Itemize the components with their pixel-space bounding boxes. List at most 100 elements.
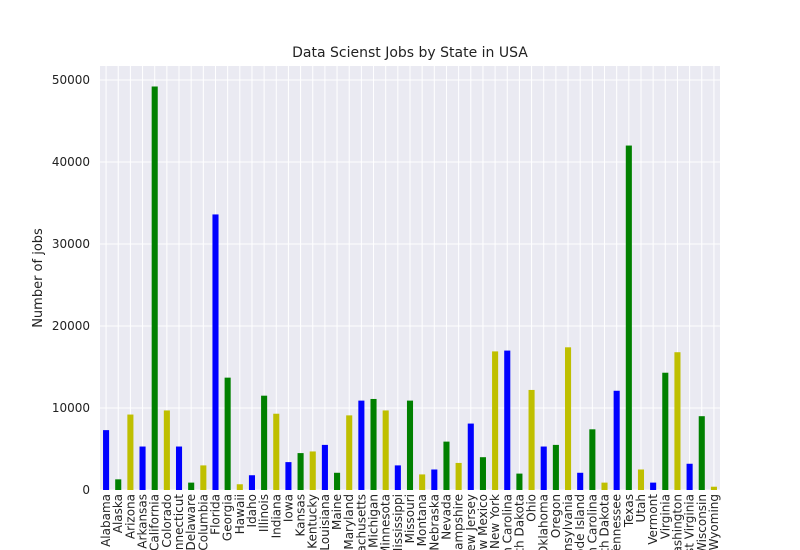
bar — [516, 473, 523, 490]
x-tick-label: Oklahoma — [537, 494, 551, 550]
bar — [528, 389, 535, 490]
x-tick-label: Tennessee — [610, 494, 624, 550]
chart-title: Data Scienst Jobs by State in USA — [292, 45, 528, 61]
x-tick-label: Connecticut — [172, 494, 186, 550]
bar — [540, 446, 547, 490]
bar — [115, 479, 122, 490]
bar — [565, 347, 572, 490]
bar — [370, 398, 377, 490]
y-tick-label: 0 — [82, 483, 90, 497]
bar — [309, 451, 316, 490]
x-tick-label: Vermont — [646, 494, 660, 545]
y-axis-label: Number of jobs — [31, 228, 46, 328]
bar — [151, 86, 158, 490]
x-tick-label: North Dakota — [512, 494, 526, 550]
x-tick-label: Maine — [330, 494, 344, 530]
x-tick-label: Kentucky — [306, 494, 320, 549]
bar — [613, 390, 620, 490]
bar — [212, 214, 219, 490]
x-tick-label: Delaware — [184, 494, 198, 550]
x-tick-label: Virginia — [658, 494, 672, 539]
y-tick-label: 30000 — [52, 237, 90, 251]
bar — [297, 453, 304, 490]
bar — [650, 482, 657, 490]
bar — [346, 415, 353, 490]
x-tick-label: New Hampshire — [452, 494, 466, 550]
x-tick-label: Nevada — [439, 494, 453, 540]
x-tick-label: Illinois — [257, 494, 271, 532]
bar — [455, 462, 462, 490]
bar — [382, 410, 389, 490]
bar — [601, 482, 608, 490]
bar — [589, 429, 596, 490]
bar — [492, 351, 499, 490]
x-tick-label: North Carolina — [500, 494, 514, 550]
bar — [236, 484, 243, 490]
x-tick-label: Utah — [634, 494, 648, 522]
x-tick-label: Wisconsin — [695, 494, 709, 550]
bar — [127, 414, 134, 490]
x-tick-label: Minnesota — [379, 494, 393, 550]
x-tick-label: Massachusetts — [354, 494, 368, 550]
bar — [637, 469, 645, 490]
bar — [188, 482, 195, 490]
y-tick-label: 50000 — [52, 73, 90, 87]
x-tick-label: South Dakota — [598, 494, 612, 550]
x-tick-label: Alabama — [99, 494, 113, 547]
x-tick-label: Louisiana — [318, 494, 332, 550]
bar — [443, 441, 450, 490]
bar — [321, 444, 328, 490]
y-tick-label: 40000 — [52, 155, 90, 169]
x-tick-label: Iowa — [281, 494, 295, 522]
x-tick-label: Kansas — [294, 494, 308, 536]
bar — [103, 430, 110, 490]
x-tick-label: South Carolina — [585, 494, 599, 550]
x-tick-label: Rhode Island — [573, 494, 587, 550]
x-tick-label: Texas — [622, 494, 636, 528]
x-tick-label: New Mexico — [476, 494, 490, 550]
x-tick-label: Washington — [670, 494, 684, 550]
x-tick-label: Maryland — [342, 494, 356, 550]
bar — [674, 352, 681, 490]
bar — [552, 444, 559, 490]
bar — [261, 395, 268, 490]
x-tick-label: Wyoming — [707, 494, 721, 550]
bar — [285, 462, 292, 490]
bar — [479, 457, 486, 490]
bar — [248, 475, 255, 490]
bar — [334, 472, 341, 490]
x-tick-label: Indiana — [269, 494, 283, 538]
x-tick-label: District of Columbia — [196, 494, 210, 550]
bar — [394, 465, 401, 490]
bar — [406, 400, 414, 490]
bar — [698, 416, 705, 490]
x-tick-label: Georgia — [221, 494, 235, 541]
bar — [431, 469, 438, 490]
bar — [200, 465, 207, 490]
bar — [139, 446, 146, 490]
x-tick-label: Missouri — [403, 494, 417, 543]
bar — [504, 350, 511, 490]
x-tick-label: California — [148, 494, 162, 550]
x-tick-label: West Virginia — [683, 494, 697, 550]
x-tick-label: Florida — [208, 494, 222, 535]
y-tick-label: 10000 — [52, 401, 90, 415]
bar — [467, 423, 474, 490]
bar — [686, 463, 693, 490]
bar — [175, 446, 183, 490]
y-tick-label: 20000 — [52, 319, 90, 333]
x-tick-label: Hawaii — [233, 494, 247, 534]
bar — [224, 377, 231, 490]
x-tick-label: Ohio — [525, 494, 539, 522]
x-tick-label: Idaho — [245, 494, 259, 527]
x-tick-label: New York — [488, 494, 502, 549]
x-tick-label: Arkansas — [136, 494, 150, 549]
bar — [163, 410, 170, 490]
x-tick-label: Alaska — [111, 494, 125, 533]
bar — [358, 400, 365, 490]
x-tick-label: New Jersey — [464, 494, 478, 550]
x-tick-label: Michigan — [367, 494, 381, 548]
x-tick-label: Colorado — [160, 494, 174, 548]
bar — [625, 145, 632, 490]
